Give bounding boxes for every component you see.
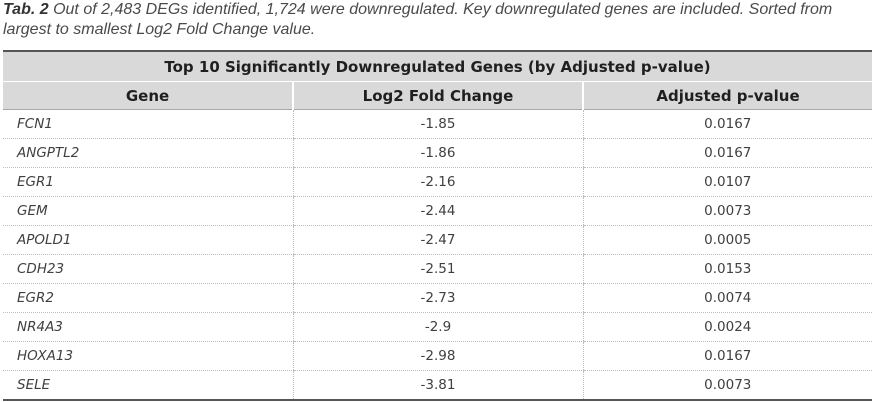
caption-label: Tab. 2 bbox=[3, 1, 49, 18]
column-header-log2-fold-change: Log2 Fold Change bbox=[292, 81, 583, 110]
padj-cell: 0.0073 bbox=[582, 370, 873, 401]
table-container: Top 10 Significantly Downregulated Genes… bbox=[3, 50, 873, 401]
gene-cell: NR4A3 bbox=[3, 312, 293, 342]
log2fc-cell: -2.9 bbox=[292, 312, 583, 342]
padj-cell: 0.0153 bbox=[582, 254, 873, 284]
column-header-adjusted-p-value: Adjusted p-value bbox=[581, 81, 873, 110]
padj-cell: 0.0107 bbox=[582, 167, 873, 197]
table-row: ANGPTL2 -1.86 0.0167 bbox=[3, 138, 873, 168]
table-row: EGR2 -2.73 0.0074 bbox=[3, 283, 873, 313]
table-title-row: Top 10 Significantly Downregulated Genes… bbox=[3, 50, 873, 82]
log2fc-cell: -2.44 bbox=[292, 196, 583, 226]
gene-cell: SELE bbox=[3, 370, 293, 401]
log2fc-cell: -1.85 bbox=[292, 109, 583, 139]
table-row: APOLD1 -2.47 0.0005 bbox=[3, 225, 873, 255]
downregulated-genes-table: Top 10 Significantly Downregulated Genes… bbox=[3, 50, 873, 401]
table-title: Top 10 Significantly Downregulated Genes… bbox=[3, 50, 873, 82]
log2fc-cell: -2.73 bbox=[292, 283, 583, 313]
padj-cell: 0.0073 bbox=[582, 196, 873, 226]
column-header-gene: Gene bbox=[3, 81, 293, 110]
padj-cell: 0.0167 bbox=[582, 138, 873, 168]
table-row: FCN1 -1.85 0.0167 bbox=[3, 109, 873, 139]
table-row: SELE -3.81 0.0073 bbox=[3, 370, 873, 401]
table-row: EGR1 -2.16 0.0107 bbox=[3, 167, 873, 197]
log2fc-cell: -3.81 bbox=[292, 370, 583, 401]
gene-cell: ANGPTL2 bbox=[3, 138, 293, 168]
table-row: NR4A3 -2.9 0.0024 bbox=[3, 312, 873, 342]
log2fc-cell: -2.51 bbox=[292, 254, 583, 284]
gene-cell: FCN1 bbox=[3, 109, 293, 139]
table-row: CDH23 -2.51 0.0153 bbox=[3, 254, 873, 284]
padj-cell: 0.0005 bbox=[582, 225, 873, 255]
table-header-row: Gene Log2 Fold Change Adjusted p-value bbox=[3, 81, 873, 110]
table-caption: Tab. 2 Out of 2,483 DEGs identified, 1,7… bbox=[3, 0, 863, 40]
log2fc-cell: -2.47 bbox=[292, 225, 583, 255]
padj-cell: 0.0167 bbox=[582, 109, 873, 139]
log2fc-cell: -2.16 bbox=[292, 167, 583, 197]
gene-cell: HOXA13 bbox=[3, 341, 293, 371]
padj-cell: 0.0024 bbox=[582, 312, 873, 342]
table-row: HOXA13 -2.98 0.0167 bbox=[3, 341, 873, 371]
gene-cell: EGR2 bbox=[3, 283, 293, 313]
gene-cell: EGR1 bbox=[3, 167, 293, 197]
log2fc-cell: -1.86 bbox=[292, 138, 583, 168]
gene-cell: GEM bbox=[3, 196, 293, 226]
padj-cell: 0.0074 bbox=[582, 283, 873, 313]
padj-cell: 0.0167 bbox=[582, 341, 873, 371]
log2fc-cell: -2.98 bbox=[292, 341, 583, 371]
caption-text: Out of 2,483 DEGs identified, 1,724 were… bbox=[3, 1, 833, 38]
gene-cell: CDH23 bbox=[3, 254, 293, 284]
table-row: GEM -2.44 0.0073 bbox=[3, 196, 873, 226]
gene-cell: APOLD1 bbox=[3, 225, 293, 255]
